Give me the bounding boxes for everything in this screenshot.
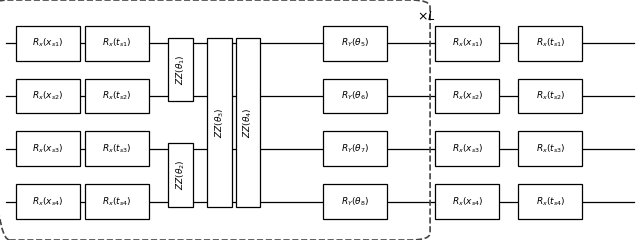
Text: $R_Y(\theta_5)$: $R_Y(\theta_5)$: [341, 37, 369, 49]
Bar: [85, 26, 149, 61]
Text: $R_x(x_{s2})$: $R_x(x_{s2})$: [33, 90, 63, 102]
Bar: [168, 38, 193, 102]
Text: $ZZ(\theta_4)$: $ZZ(\theta_4)$: [241, 107, 254, 138]
Text: $\times L$: $\times L$: [417, 10, 436, 23]
Bar: [435, 132, 499, 166]
Text: $R_x(t_{s1})$: $R_x(t_{s1})$: [102, 37, 132, 49]
Bar: [85, 184, 149, 219]
Text: $R_x(t_{s2})$: $R_x(t_{s2})$: [102, 90, 132, 102]
Text: $R_x(t_{s4})$: $R_x(t_{s4})$: [536, 195, 565, 208]
Text: $R_Y(\theta_7)$: $R_Y(\theta_7)$: [341, 143, 369, 155]
Bar: [435, 184, 499, 219]
Text: $R_Y(\theta_8)$: $R_Y(\theta_8)$: [341, 195, 369, 208]
Text: $R_x(t_{s3})$: $R_x(t_{s3})$: [536, 143, 565, 155]
Text: $ZZ(\theta_3)$: $ZZ(\theta_3)$: [213, 107, 226, 138]
Text: $ZZ(\theta_2)$: $ZZ(\theta_2)$: [174, 160, 187, 191]
Text: $R_x(t_{s3})$: $R_x(t_{s3})$: [102, 143, 132, 155]
Bar: [518, 26, 582, 61]
Bar: [323, 184, 387, 219]
Bar: [323, 79, 387, 114]
Bar: [16, 79, 80, 114]
Text: $R_x(t_{s1})$: $R_x(t_{s1})$: [536, 37, 565, 49]
Bar: [207, 38, 232, 207]
Bar: [16, 184, 80, 219]
Bar: [518, 184, 582, 219]
Text: $R_x(x_{s1})$: $R_x(x_{s1})$: [33, 37, 63, 49]
Text: $ZZ(\theta_1)$: $ZZ(\theta_1)$: [174, 54, 187, 85]
Bar: [323, 26, 387, 61]
Bar: [518, 79, 582, 114]
Bar: [85, 132, 149, 166]
Text: $R_x(x_{s1})$: $R_x(x_{s1})$: [452, 37, 483, 49]
Text: $R_x(x_{s3})$: $R_x(x_{s3})$: [33, 143, 63, 155]
Bar: [16, 26, 80, 61]
Text: $R_x(t_{s2})$: $R_x(t_{s2})$: [536, 90, 565, 102]
Bar: [323, 132, 387, 166]
Bar: [518, 132, 582, 166]
Text: $R_x(x_{s3})$: $R_x(x_{s3})$: [452, 143, 483, 155]
Text: $R_Y(\theta_6)$: $R_Y(\theta_6)$: [341, 90, 369, 102]
Bar: [85, 79, 149, 114]
Bar: [168, 144, 193, 207]
Text: $R_x(x_{s2})$: $R_x(x_{s2})$: [452, 90, 483, 102]
Bar: [16, 132, 80, 166]
Text: $R_x(x_{s4})$: $R_x(x_{s4})$: [33, 195, 63, 208]
Text: $R_x(x_{s4})$: $R_x(x_{s4})$: [452, 195, 483, 208]
Bar: [435, 79, 499, 114]
Bar: [435, 26, 499, 61]
Text: $R_x(t_{s4})$: $R_x(t_{s4})$: [102, 195, 132, 208]
Bar: [236, 38, 260, 207]
